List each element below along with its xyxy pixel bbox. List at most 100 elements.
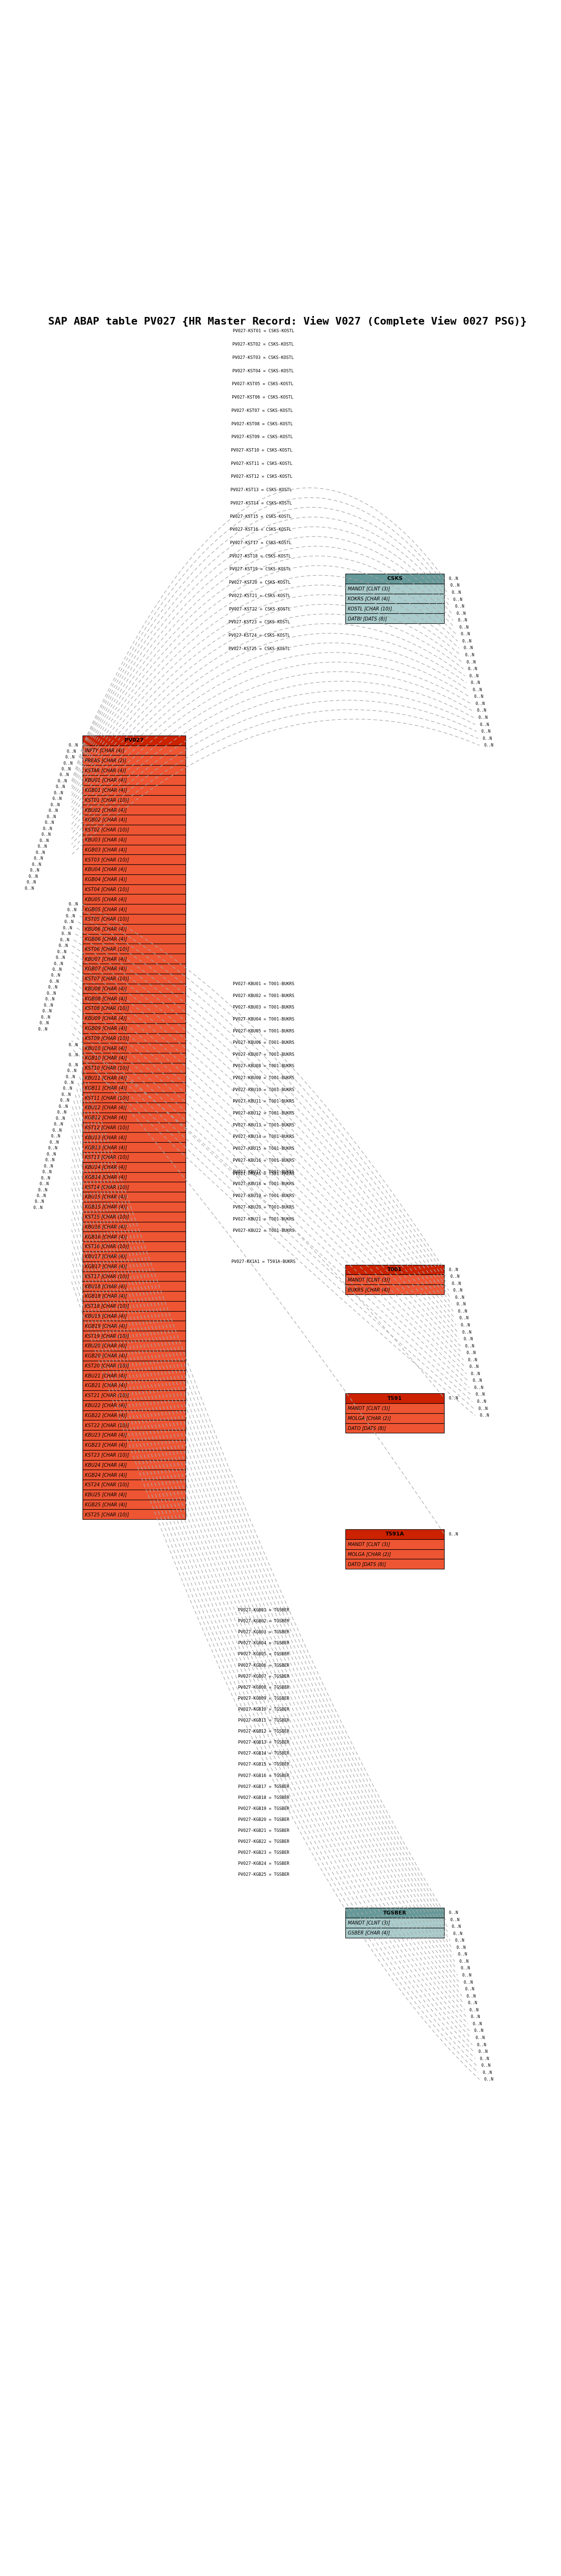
Text: 0..N: 0..N bbox=[472, 1378, 482, 1383]
Text: 0..N: 0..N bbox=[471, 2014, 480, 2020]
Text: 0..N: 0..N bbox=[64, 1079, 73, 1084]
Text: PV027-KBU16 = T001-BUKRS: PV027-KBU16 = T001-BUKRS bbox=[233, 1159, 294, 1162]
Text: KOSTL [CHAR (10)]: KOSTL [CHAR (10)] bbox=[348, 605, 392, 611]
Text: KST08 [CHAR (10)]: KST08 [CHAR (10)] bbox=[85, 1007, 129, 1010]
Text: PV027-PREAS = T591-PREAS: PV027-PREAS = T591-PREAS bbox=[233, 1172, 294, 1177]
Text: PV027-KBU03 = T001-BUKRS: PV027-KBU03 = T001-BUKRS bbox=[233, 1005, 294, 1010]
Text: 0..N: 0..N bbox=[41, 1015, 50, 1020]
Bar bbox=[345, 1530, 444, 1540]
Text: 0..N: 0..N bbox=[477, 708, 486, 714]
Text: KBU24 [CHAR (4)]: KBU24 [CHAR (4)] bbox=[85, 1463, 127, 1468]
Bar bbox=[82, 1151, 185, 1162]
Bar bbox=[82, 845, 185, 855]
Text: PV027-KST05 = CSKS-KOSTL: PV027-KST05 = CSKS-KOSTL bbox=[232, 381, 293, 386]
Text: KBU11 [CHAR (4)]: KBU11 [CHAR (4)] bbox=[85, 1074, 127, 1079]
Bar bbox=[82, 1203, 185, 1211]
Text: 0..N: 0..N bbox=[456, 611, 466, 616]
Text: 0..N: 0..N bbox=[456, 1945, 466, 1950]
Text: PV027-KGB01 = TGSBER: PV027-KGB01 = TGSBER bbox=[238, 1607, 289, 1613]
Text: PV027-KST24 = CSKS-KOSTL: PV027-KST24 = CSKS-KOSTL bbox=[228, 634, 290, 639]
Bar bbox=[82, 814, 185, 824]
Text: 0..N: 0..N bbox=[50, 804, 60, 806]
Text: 0..N: 0..N bbox=[51, 974, 61, 979]
Text: 0..N: 0..N bbox=[51, 1133, 61, 1139]
Bar bbox=[82, 974, 185, 984]
Text: 0..N: 0..N bbox=[470, 675, 479, 677]
Text: PV027-KST02 = CSKS-KOSTL: PV027-KST02 = CSKS-KOSTL bbox=[232, 343, 294, 348]
Text: KBU03 [CHAR (4)]: KBU03 [CHAR (4)] bbox=[85, 837, 127, 842]
Text: PV027-KGB20 = TGSBER: PV027-KGB20 = TGSBER bbox=[238, 1819, 289, 1821]
Bar bbox=[345, 585, 444, 592]
Bar bbox=[82, 1242, 185, 1252]
Text: 0..N: 0..N bbox=[48, 809, 58, 814]
Text: 0..N: 0..N bbox=[45, 822, 54, 824]
Text: 0..N: 0..N bbox=[41, 1175, 50, 1180]
Text: 0..N: 0..N bbox=[56, 786, 65, 788]
Text: 0..N: 0..N bbox=[63, 1087, 72, 1090]
Bar bbox=[345, 1414, 444, 1422]
Bar bbox=[345, 1285, 444, 1296]
Text: 0..N: 0..N bbox=[33, 1206, 43, 1211]
Text: KBU05 [CHAR (4)]: KBU05 [CHAR (4)] bbox=[85, 896, 127, 902]
Text: 0..N: 0..N bbox=[454, 1296, 464, 1298]
Text: KGB18 [CHAR (4)]: KGB18 [CHAR (4)] bbox=[85, 1293, 127, 1298]
Text: PV027-KST08 = CSKS-KOSTL: PV027-KST08 = CSKS-KOSTL bbox=[231, 422, 293, 425]
Text: 0..N: 0..N bbox=[26, 881, 36, 884]
Text: 0..N: 0..N bbox=[462, 1973, 472, 1978]
Text: KGB12 [CHAR (4)]: KGB12 [CHAR (4)] bbox=[85, 1115, 127, 1121]
Bar bbox=[82, 765, 185, 775]
Text: 0..N: 0..N bbox=[47, 814, 56, 819]
Text: PV027-KGB09 = TGSBER: PV027-KGB09 = TGSBER bbox=[238, 1695, 289, 1700]
Text: PV027-KGB03 = TGSBER: PV027-KGB03 = TGSBER bbox=[238, 1631, 289, 1633]
Bar bbox=[82, 935, 185, 943]
Text: 0..N: 0..N bbox=[64, 920, 73, 925]
Text: 0..N: 0..N bbox=[68, 902, 78, 907]
Bar bbox=[82, 1064, 185, 1072]
Text: 0..N: 0..N bbox=[52, 796, 62, 801]
Text: PV027-KGB19 = TGSBER: PV027-KGB19 = TGSBER bbox=[238, 1806, 289, 1811]
Text: 0..N: 0..N bbox=[67, 750, 76, 752]
Text: KST25 [CHAR (10)]: KST25 [CHAR (10)] bbox=[85, 1512, 129, 1517]
Text: PREAS [CHAR (2)]: PREAS [CHAR (2)] bbox=[85, 757, 126, 762]
Text: 0..N: 0..N bbox=[478, 2050, 488, 2053]
Text: KGB17 [CHAR (4)]: KGB17 [CHAR (4)] bbox=[85, 1265, 127, 1270]
Bar bbox=[82, 1419, 185, 1430]
Text: KST14 [CHAR (10)]: KST14 [CHAR (10)] bbox=[85, 1185, 129, 1190]
Text: KBU18 [CHAR (4)]: KBU18 [CHAR (4)] bbox=[85, 1283, 127, 1288]
Text: 0..N: 0..N bbox=[458, 1309, 467, 1314]
Text: 0..N: 0..N bbox=[484, 744, 494, 747]
Text: PV027-KBU06 = T001-BUKRS: PV027-KBU06 = T001-BUKRS bbox=[233, 1041, 294, 1046]
Text: 0..N: 0..N bbox=[473, 2030, 483, 2032]
Text: 0..N: 0..N bbox=[450, 585, 460, 587]
Text: KGB23 [CHAR (4)]: KGB23 [CHAR (4)] bbox=[85, 1443, 127, 1448]
Text: 0..N: 0..N bbox=[453, 1288, 463, 1293]
Text: PV027-KGB11 = TGSBER: PV027-KGB11 = TGSBER bbox=[238, 1718, 289, 1723]
Text: KBU10 [CHAR (4)]: KBU10 [CHAR (4)] bbox=[85, 1046, 127, 1051]
Text: 0..N: 0..N bbox=[68, 744, 78, 747]
Text: MANDT [CLNT (3)]: MANDT [CLNT (3)] bbox=[348, 587, 390, 590]
Text: PV027-KGB12 = TGSBER: PV027-KGB12 = TGSBER bbox=[238, 1728, 289, 1734]
Text: 0..N: 0..N bbox=[61, 1092, 71, 1097]
Bar bbox=[82, 1489, 185, 1499]
Text: 0..N: 0..N bbox=[475, 2035, 485, 2040]
Text: KST24 [CHAR (10)]: KST24 [CHAR (10)] bbox=[85, 1481, 129, 1486]
Text: PV027-KST14 = CSKS-KOSTL: PV027-KST14 = CSKS-KOSTL bbox=[231, 502, 292, 505]
Text: KBU23 [CHAR (4)]: KBU23 [CHAR (4)] bbox=[85, 1432, 127, 1437]
Text: KST22 [CHAR (10)]: KST22 [CHAR (10)] bbox=[85, 1422, 129, 1427]
Text: KST01 [CHAR (10)]: KST01 [CHAR (10)] bbox=[85, 799, 129, 801]
Bar bbox=[82, 1054, 185, 1064]
Text: KGB06 [CHAR (4)]: KGB06 [CHAR (4)] bbox=[85, 938, 127, 940]
Bar bbox=[82, 1103, 185, 1113]
Text: PV027: PV027 bbox=[125, 737, 144, 742]
Bar bbox=[82, 1291, 185, 1301]
Text: 0..N: 0..N bbox=[44, 1002, 53, 1007]
Text: PV027-KST21 = CSKS-KOSTL: PV027-KST21 = CSKS-KOSTL bbox=[229, 592, 291, 598]
Text: 0..N: 0..N bbox=[463, 1337, 473, 1342]
Bar bbox=[82, 866, 185, 873]
Text: PV027-KBU08 = T001-BUKRS: PV027-KBU08 = T001-BUKRS bbox=[233, 1064, 294, 1069]
Text: KST19 [CHAR (10)]: KST19 [CHAR (10)] bbox=[85, 1334, 129, 1337]
Text: KST10 [CHAR (10)]: KST10 [CHAR (10)] bbox=[85, 1066, 129, 1069]
Text: 0..N: 0..N bbox=[52, 969, 62, 971]
Text: KST04 [CHAR (10)]: KST04 [CHAR (10)] bbox=[85, 886, 129, 891]
Bar bbox=[82, 786, 185, 796]
